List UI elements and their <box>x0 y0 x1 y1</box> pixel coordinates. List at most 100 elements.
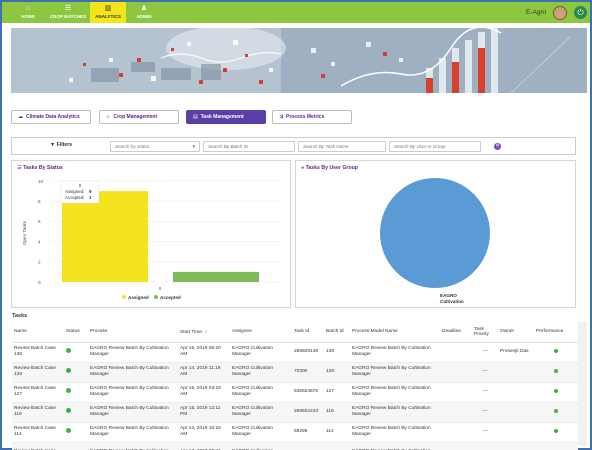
cell-status <box>64 422 88 443</box>
table-row[interactable]: Review Batch Case EAGRO Review Batch By C… <box>12 442 578 450</box>
cell-batch-id: 118 <box>324 402 350 423</box>
column-header-batch-id[interactable]: Batch Id <box>324 322 350 343</box>
pie-slice-label: EAGRO <box>440 293 457 298</box>
cell-task-id: 536924676 <box>292 382 324 403</box>
status-filter-select[interactable]: Search by status ▼ <box>110 141 200 152</box>
filter-icon: ▼ <box>50 142 57 148</box>
caret-down-icon: ▼ <box>191 144 196 149</box>
status-check-icon <box>66 388 71 393</box>
user-group-placeholder: Search By User or Group <box>394 144 446 149</box>
column-header-task-id[interactable]: Task Id <box>292 322 324 343</box>
column-header-label: Owner <box>500 329 515 335</box>
column-header-process-model-name[interactable]: Process Model Name <box>350 322 440 343</box>
tasks-table: Name Status Process Start Time ↕ Assignee Task… <box>12 322 578 450</box>
cell-process: EAGRO Review Batch By Cultivation <box>88 442 178 450</box>
cell-process-model-name: EAGRO Review Batch By Cultivation Manage… <box>350 342 440 363</box>
cell-process: EAGRO Review Batch By Cultivation Manage… <box>88 382 178 403</box>
status-check-icon <box>66 408 71 413</box>
tasks-header-row: Name Status Process Start Time ↕ Assignee Task… <box>12 322 578 343</box>
cell-task-id: 70300 <box>292 362 324 383</box>
batch-id-search-input[interactable]: Search By Batch ID <box>203 141 295 152</box>
tasks-by-status-panel: ☰ Tasks By Status 0 2 4 6 8 10 Open Tasks 0 0 Ass… <box>11 160 291 308</box>
cell-performance <box>534 342 578 363</box>
bar-accepted[interactable] <box>173 271 259 282</box>
tasks-by-status-title: ☰ Tasks By Status <box>17 165 63 171</box>
legend-label[interactable]: Assigned <box>128 295 149 300</box>
status-check-icon <box>66 368 71 373</box>
column-header-process[interactable]: Process <box>88 322 178 343</box>
column-header-label: Task Priority <box>474 326 489 337</box>
column-header-owner[interactable]: Owner <box>498 322 534 343</box>
tab-process-metrics[interactable]: ⤨ Process Metrics <box>272 110 352 124</box>
tab-task-management[interactable]: ▤ Task Management <box>186 110 266 124</box>
column-header-assignee[interactable]: Assignee <box>230 322 292 343</box>
tasks-by-user-group-title-text: Tasks By User Group <box>305 165 358 171</box>
column-header-name[interactable]: Name <box>12 322 64 343</box>
y-tick-label: 6 <box>38 219 41 224</box>
pie-slice-label-line2: Cultivation <box>440 299 464 304</box>
clear-filters-icon[interactable]: ✕ <box>494 143 501 150</box>
column-header-deadline[interactable]: Deadline <box>440 322 472 343</box>
table-scrollbar[interactable] <box>578 322 587 446</box>
nav-crop-batches[interactable]: ☰ CROP BATCHES <box>48 2 88 23</box>
cell-owner <box>498 402 534 423</box>
cell-owner <box>498 362 534 383</box>
nav-home[interactable]: ⌂ HOME <box>14 2 42 23</box>
cell-process: EAGRO Review Batch By Cultivation Manage… <box>88 422 178 443</box>
chart-tooltip <box>60 180 100 204</box>
table-row[interactable]: Review Batch Case 127 EAGRO Review Batch … <box>12 382 578 403</box>
tab-crop-management[interactable]: ♨ Crop Management <box>99 110 179 124</box>
nav-crop-batches-label: CROP BATCHES <box>49 14 87 19</box>
cell-assignee: EAGRO Cultivation Manager <box>230 422 292 443</box>
tooltip-row-value: 9 <box>89 189 92 194</box>
tasks-body: Review Batch Case 136 EAGRO Review Batch … <box>12 342 578 450</box>
cell-process: EAGRO Review Batch By Cultivation Manage… <box>88 342 178 363</box>
power-icon[interactable]: ⏻ <box>574 6 587 19</box>
table-row[interactable]: Review Batch Case 114 EAGRO Review Batch … <box>12 422 578 443</box>
crop-icon: ♨ <box>106 114 111 120</box>
cell-name: Review Batch Case <box>12 442 64 450</box>
user-avatar[interactable] <box>553 6 567 20</box>
pie-slice[interactable] <box>380 178 490 288</box>
column-header-status[interactable]: Status <box>64 322 88 343</box>
cell-assignee: EAGRO Cultivation Manager <box>230 402 292 423</box>
sort-icon[interactable]: ↕ <box>204 328 208 334</box>
cell-deadline <box>440 422 472 443</box>
cell-name: Review Batch Case 114 <box>12 422 64 443</box>
cell-task-priority: — <box>472 382 498 403</box>
cloud-icon: ☁ <box>18 114 23 120</box>
y-tick-label: 2 <box>38 260 41 265</box>
nav-analytics[interactable]: ▥ ANALYTICS <box>90 2 126 23</box>
nav-analytics-label: ANALYTICS <box>95 14 121 19</box>
table-row[interactable]: Review Batch Case 118 EAGRO Review Batch … <box>12 402 578 423</box>
cell-batch-id: 136 <box>324 342 350 363</box>
tab-climate-data-analytics[interactable]: ☁ Climate Data Analytics <box>11 110 91 124</box>
admin-user-icon: ♟ <box>140 5 148 12</box>
cell-status <box>64 382 88 403</box>
column-header-label: Performance <box>536 329 564 335</box>
column-header-start-time[interactable]: Start Time ↕ <box>178 322 230 343</box>
user-group-search-input[interactable]: Search By User or Group <box>389 141 481 152</box>
cell-performance <box>534 362 578 383</box>
legend-swatch <box>122 295 126 299</box>
table-row[interactable]: Review Batch Case 128 EAGRO Review Batch … <box>12 362 578 383</box>
table-row[interactable]: Review Batch Case 136 EAGRO Review Batch … <box>12 342 578 363</box>
legend-label[interactable]: Accepted <box>160 295 181 300</box>
column-header-label: Name <box>14 329 27 335</box>
filters-label-text: Filters <box>56 142 73 148</box>
column-header-task-priority[interactable]: Task Priority <box>472 322 498 343</box>
nav-admin[interactable]: ♟ ADMIN <box>130 2 158 23</box>
tab-crop-label: Crop Management <box>113 114 158 120</box>
column-header-label: Start Time <box>180 329 202 335</box>
column-header-label: Status <box>66 329 80 335</box>
cell-deadline <box>440 442 472 450</box>
cell-process-model-name: EAGRO Review Batch By Cultivation Manage… <box>350 362 440 383</box>
column-header-performance[interactable]: Performance <box>534 322 578 343</box>
bar-assigned[interactable] <box>62 191 148 282</box>
cell-start-time: Apr 13, 2019 10:16 AM <box>178 422 230 443</box>
cell-assignee: EAGRO Cultivation Manager <box>230 362 292 383</box>
tooltip-row-value: 1 <box>89 195 92 200</box>
task-name-search-input[interactable]: Search By Task Name <box>298 141 386 152</box>
tab-process-label: Process Metrics <box>286 114 325 120</box>
